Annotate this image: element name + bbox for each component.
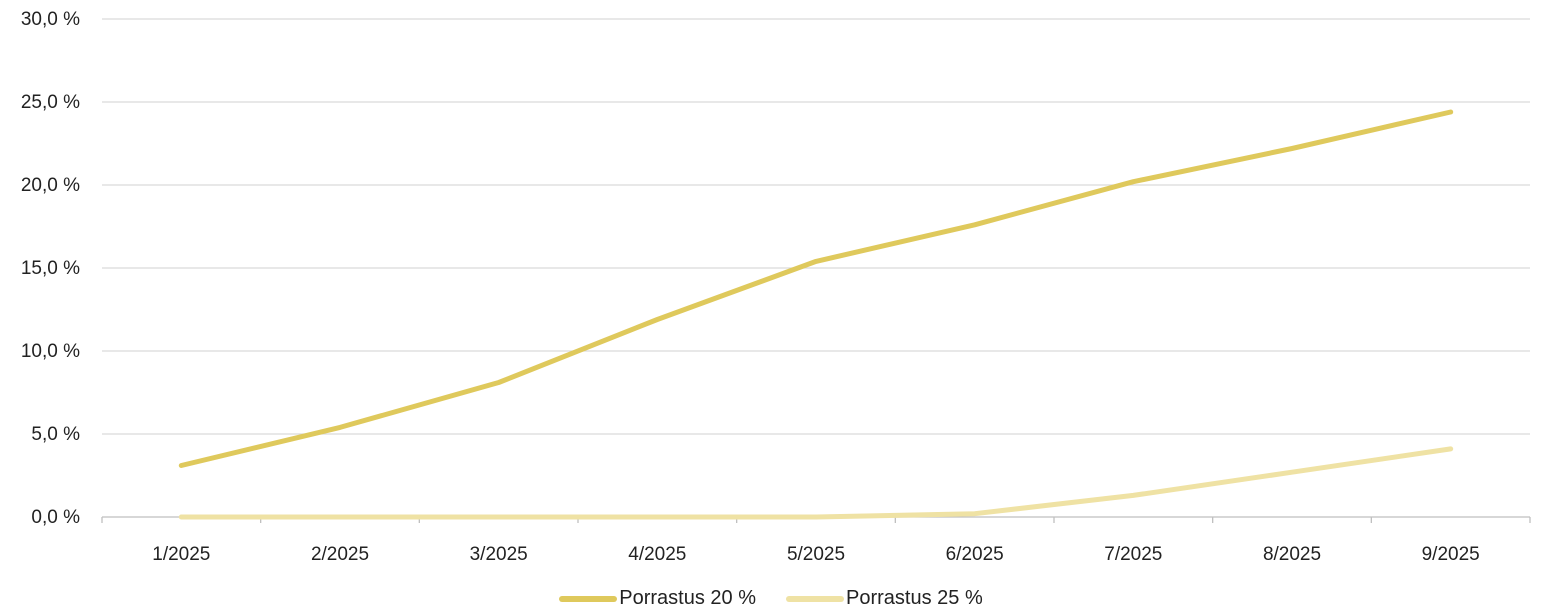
legend-swatch-series-1	[559, 595, 618, 602]
legend-label-series-2: Porrastus 25 %	[846, 587, 983, 609]
series-line-2	[178, 446, 1454, 520]
series-lines	[178, 109, 1454, 520]
y-tick-label-3: 15,0 %	[21, 258, 80, 279]
x-tick-label-2: 2/2025	[311, 544, 369, 565]
x-tick-label-8: 8/2025	[1263, 544, 1321, 565]
x-tick-label-1: 1/2025	[152, 544, 210, 565]
x-tick-label-3: 3/2025	[470, 544, 528, 565]
y-tick-labels: 0,0 % 5,0 % 10,0 % 15,0 % 20,0 % 25,0 % 30,0 %	[21, 9, 80, 528]
y-tick-label-6: 30,0 %	[21, 9, 80, 30]
x-tick-label-4: 4/2025	[628, 544, 686, 565]
y-tick-label-4: 20,0 %	[21, 175, 80, 196]
legend-item-series-1: Porrastus 20 %	[559, 587, 756, 610]
y-tick-label-5: 25,0 %	[21, 92, 80, 113]
y-tick-label-2: 10,0 %	[21, 341, 80, 362]
y-tick-label-0: 0,0 %	[31, 507, 80, 528]
legend-item-series-2: Porrastus 25 %	[786, 587, 983, 610]
series-line-1	[178, 109, 1454, 468]
gridlines	[102, 18, 1530, 435]
x-tick-labels: 1/2025 2/2025 3/2025 4/2025 5/2025 6/2025 7/20…	[152, 544, 1479, 565]
legend: Porrastus 20 % Porrastus 25 %	[0, 586, 1542, 611]
x-tick-label-9: 9/2025	[1422, 544, 1480, 565]
legend-label-series-1: Porrastus 20 %	[619, 587, 756, 609]
x-tick-label-6: 6/2025	[946, 544, 1004, 565]
line-chart: 0,0 % 5,0 % 10,0 % 15,0 % 20,0 % 25,0 % 30,0 %…	[21, 9, 1531, 565]
legend-swatch-series-2	[786, 595, 844, 602]
x-tick-label-5: 5/2025	[787, 544, 845, 565]
x-tick-label-7: 7/2025	[1104, 544, 1162, 565]
y-tick-label-1: 5,0 %	[31, 424, 80, 445]
